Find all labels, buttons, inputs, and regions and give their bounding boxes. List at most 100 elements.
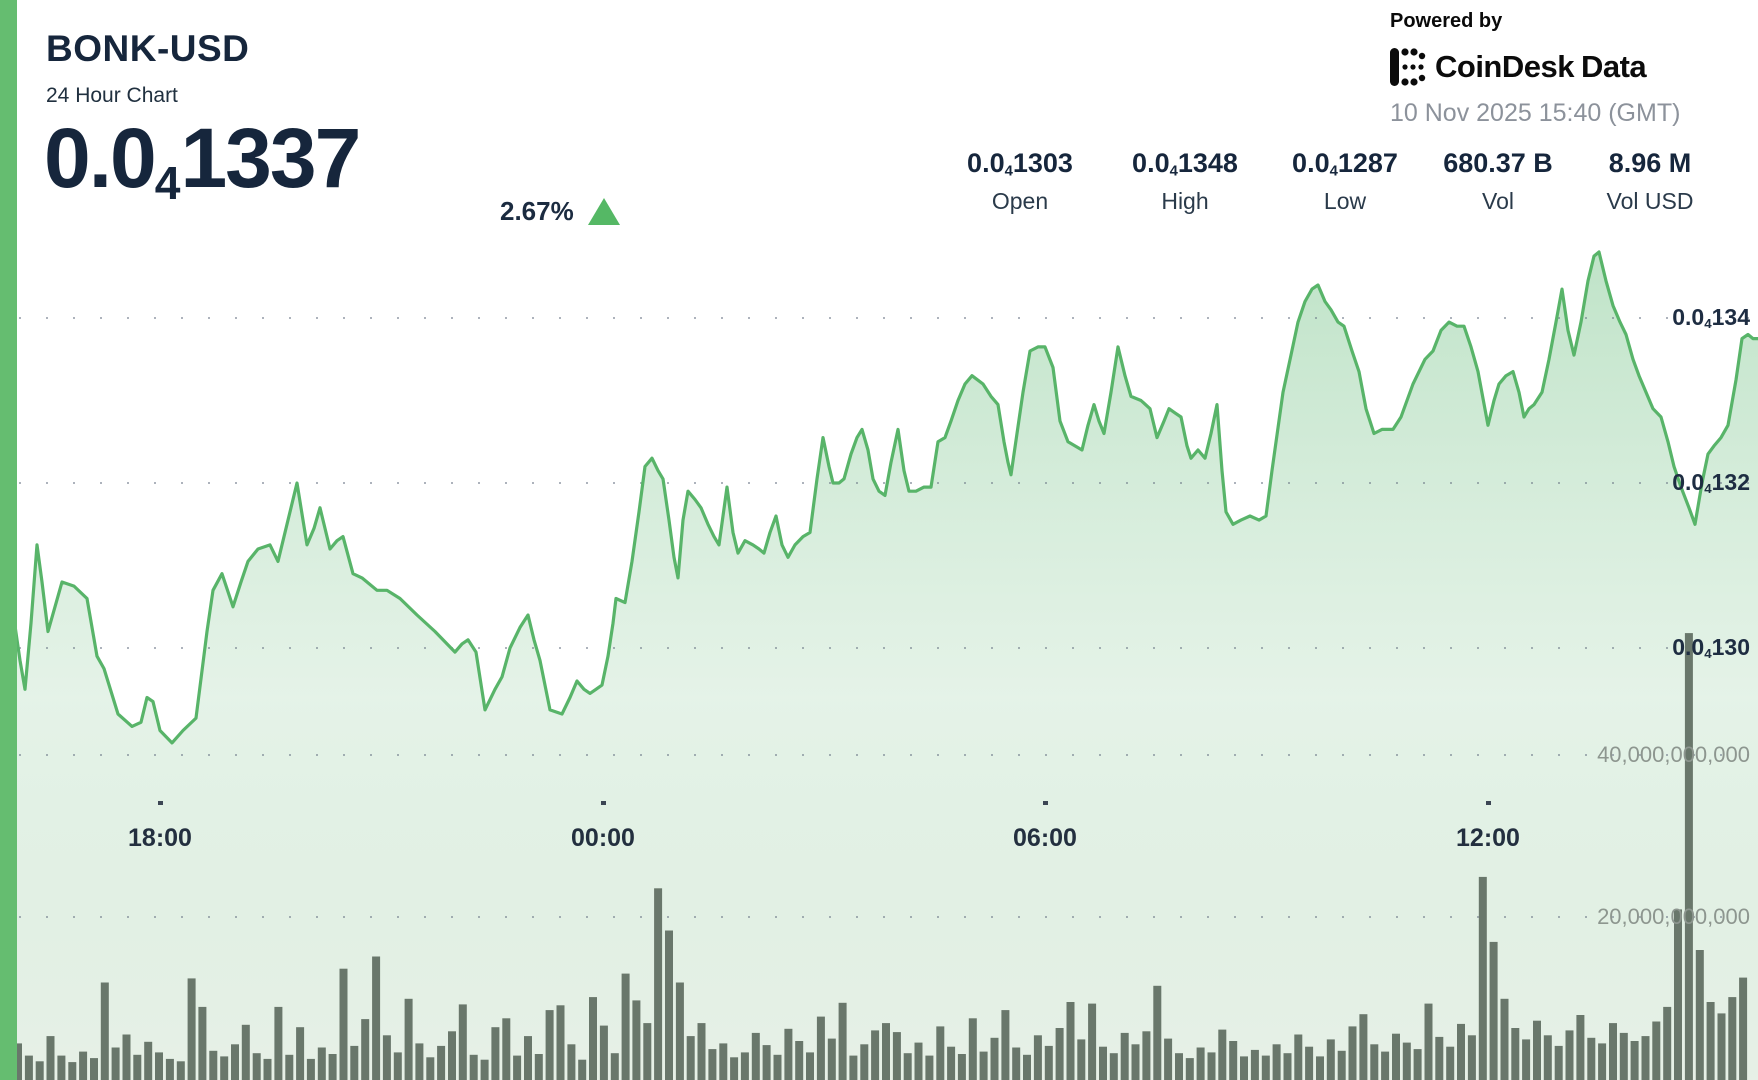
coindesk-logo-text: CoinDesk Data bbox=[1435, 49, 1647, 85]
time-axis-label: 00:00 bbox=[571, 824, 635, 852]
volume-bar bbox=[1077, 1039, 1086, 1080]
volume-bar bbox=[252, 1053, 261, 1080]
volume-bar bbox=[1175, 1053, 1183, 1080]
last-price-main: 1337 bbox=[180, 111, 361, 205]
volume-bar bbox=[1641, 1036, 1650, 1080]
volume-bar bbox=[1446, 1046, 1455, 1080]
volume-bar bbox=[730, 1057, 739, 1080]
volume-bar bbox=[892, 1032, 901, 1080]
brand-block: Powered by CoinDesk Data 10 Nov 2025 15:4… bbox=[1390, 10, 1730, 128]
volume-bar bbox=[806, 1052, 814, 1080]
volume-bar bbox=[882, 1023, 890, 1080]
volume-bar bbox=[589, 997, 597, 1080]
volume-bar bbox=[317, 1047, 326, 1080]
x-axis-tick bbox=[601, 801, 606, 805]
volume-bar bbox=[274, 1006, 283, 1080]
volume-bar bbox=[1326, 1039, 1335, 1080]
volume-axis-label: 20,000,000,000 bbox=[1597, 904, 1750, 929]
time-axis-label: 06:00 bbox=[1013, 824, 1077, 852]
volume-bar bbox=[35, 1061, 44, 1080]
volume-bar bbox=[1099, 1046, 1107, 1080]
volume-axis-label: 40,000,000,000 bbox=[1597, 742, 1750, 767]
volume-bar bbox=[1185, 1058, 1194, 1080]
volume-bar bbox=[469, 1054, 478, 1080]
x-axis-tick bbox=[1486, 801, 1491, 805]
volume-bar bbox=[697, 1023, 706, 1080]
stat-label: Vol USD bbox=[1606, 188, 1694, 215]
volume-bar bbox=[1576, 1015, 1585, 1080]
volume-bar bbox=[1164, 1038, 1173, 1080]
coindesk-logo-icon bbox=[1390, 48, 1426, 86]
chart-timestamp: 10 Nov 2025 15:40 (GMT) bbox=[1390, 99, 1681, 127]
volume-bar bbox=[1467, 1035, 1476, 1080]
volume-bar bbox=[1739, 977, 1748, 1080]
volume-bar bbox=[372, 956, 381, 1080]
volume-bar bbox=[382, 1035, 391, 1080]
volume-bar bbox=[1413, 1049, 1422, 1080]
volume-bar bbox=[458, 1004, 467, 1080]
volume-bar bbox=[556, 1005, 565, 1080]
last-price-prefix: 0.0 bbox=[44, 111, 157, 205]
volume-bar bbox=[1120, 1032, 1129, 1080]
volume-bar bbox=[1012, 1047, 1021, 1080]
volume-bar bbox=[1717, 1013, 1726, 1080]
volume-bar bbox=[1565, 1030, 1574, 1080]
volume-bar bbox=[1381, 1051, 1390, 1080]
volume-bar bbox=[784, 1028, 793, 1080]
volume-bar bbox=[990, 1037, 999, 1080]
volume-bar bbox=[306, 1058, 315, 1080]
volume-bar bbox=[155, 1052, 163, 1080]
volume-bar bbox=[1153, 985, 1162, 1080]
volume-bar bbox=[1088, 1003, 1097, 1080]
volume-bar bbox=[90, 1058, 98, 1080]
volume-bar bbox=[1674, 909, 1682, 1080]
volume-bar bbox=[936, 1026, 945, 1080]
volume-bar bbox=[1684, 633, 1693, 1080]
volume-bar bbox=[914, 1042, 923, 1080]
volume-bar bbox=[491, 1027, 500, 1080]
volume-bar bbox=[1435, 1036, 1444, 1080]
stat-vol: 680.37 B Vol bbox=[1443, 148, 1553, 215]
volume-bar bbox=[1196, 1047, 1205, 1080]
volume-bar bbox=[1207, 1052, 1216, 1080]
stat-label: High bbox=[1161, 188, 1209, 215]
stat-label: Open bbox=[991, 188, 1049, 215]
chart-subtitle: 24 Hour Chart bbox=[46, 84, 178, 107]
volume-bar bbox=[610, 1053, 619, 1080]
volume-bar bbox=[632, 1000, 641, 1080]
volume-bar bbox=[437, 1045, 446, 1080]
volume-bar bbox=[621, 973, 630, 1080]
volume-bar bbox=[795, 1041, 804, 1080]
volume-bar bbox=[220, 1056, 229, 1080]
volume-bar bbox=[751, 1032, 760, 1080]
price-axis-label: 0.04132 bbox=[1672, 469, 1750, 496]
volume-bar bbox=[513, 1055, 522, 1080]
stat-value: 8.96 M bbox=[1608, 148, 1692, 178]
volume-bar bbox=[404, 998, 413, 1080]
volume-bar bbox=[448, 1031, 456, 1080]
volume-bar bbox=[1023, 1054, 1031, 1080]
volume-bar bbox=[643, 1023, 652, 1080]
volume-bar bbox=[361, 1019, 370, 1080]
volume-bar bbox=[1348, 1026, 1357, 1080]
volume-bar bbox=[198, 1006, 207, 1080]
volume-bar bbox=[849, 1055, 858, 1080]
volume-bar bbox=[860, 1044, 869, 1080]
volume-bar bbox=[1142, 1031, 1151, 1080]
price-area-fill bbox=[14, 252, 1758, 1080]
volume-bar bbox=[241, 1024, 250, 1080]
volume-bar bbox=[176, 1061, 185, 1080]
volume-bar bbox=[1240, 1056, 1248, 1080]
volume-bar bbox=[426, 1057, 435, 1080]
volume-bar bbox=[762, 1045, 771, 1080]
coindesk-wordmark: CoinDesk bbox=[1435, 49, 1574, 84]
volume-bar bbox=[1283, 1053, 1292, 1080]
price-line bbox=[12, 250, 1758, 745]
volume-bar bbox=[1457, 1023, 1465, 1080]
volume-bar bbox=[1706, 1002, 1715, 1080]
stat-value: 0.041287 bbox=[1292, 148, 1398, 180]
volume-bar bbox=[1663, 1006, 1672, 1080]
stat-label: Low bbox=[1323, 188, 1367, 215]
